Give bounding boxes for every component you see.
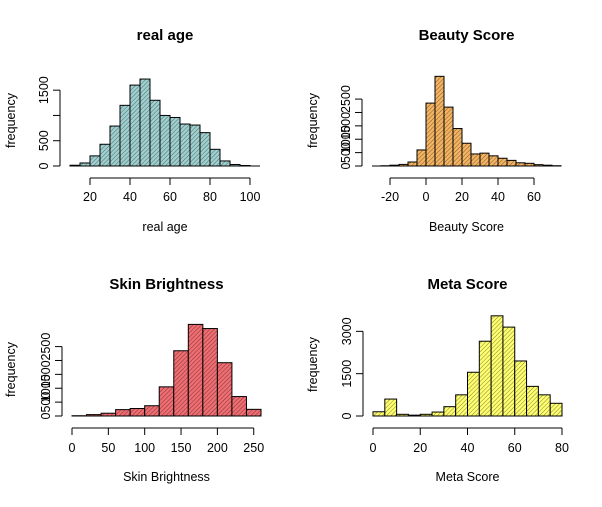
x-tick-label: -20 bbox=[381, 190, 399, 204]
y-tick-label: 500 bbox=[37, 130, 51, 151]
x-tick-label: 60 bbox=[508, 441, 522, 455]
x-tick-label: 100 bbox=[134, 441, 155, 455]
histogram-bar-outline bbox=[444, 107, 453, 166]
x-axis-label: Beauty Score bbox=[429, 220, 504, 234]
chart-title: Meta Score bbox=[427, 276, 507, 293]
x-tick-label: 200 bbox=[207, 441, 228, 455]
histogram-bar-outline bbox=[100, 144, 110, 166]
histogram-bar-outline bbox=[432, 412, 444, 416]
x-tick-label: 0 bbox=[69, 441, 76, 455]
chart-title: Beauty Score bbox=[419, 27, 515, 44]
histogram-bar-outline bbox=[550, 403, 562, 416]
x-axis-label: Meta Score bbox=[436, 470, 500, 484]
histogram-bar-outline bbox=[471, 154, 480, 166]
x-tick-label: 20 bbox=[413, 441, 427, 455]
histogram-bar-outline bbox=[180, 124, 190, 166]
histogram-bar-outline bbox=[174, 351, 189, 416]
y-axis-label: frequency bbox=[306, 336, 320, 392]
histogram-panel: real age 20 40 60 80 100 0 500 1500 real age frequ… bbox=[4, 27, 260, 234]
histogram-bar-outline bbox=[170, 117, 180, 166]
y-tick-label: 1500 bbox=[39, 360, 53, 388]
y-tick-label: 0 bbox=[37, 162, 51, 169]
histogram-bar-outline bbox=[220, 161, 230, 166]
histogram-bar-outline bbox=[468, 372, 480, 416]
x-tick-label: 100 bbox=[240, 190, 261, 204]
histogram-bar-outline bbox=[385, 399, 397, 416]
histogram-bar-outline bbox=[246, 409, 261, 416]
histogram-bar-outline bbox=[217, 363, 232, 416]
y-tick-label: 3000 bbox=[340, 317, 354, 345]
histogram-bar-outline bbox=[373, 412, 385, 416]
histogram-bar-outline bbox=[503, 327, 515, 416]
x-tick-label: 20 bbox=[455, 190, 469, 204]
y-tick-label: 2500 bbox=[339, 85, 353, 113]
histogram-bar-outline bbox=[507, 160, 516, 166]
histogram-bar-outline bbox=[489, 156, 498, 166]
histogram-bar-outline bbox=[188, 324, 203, 416]
x-axis-label: Skin Brightness bbox=[123, 470, 210, 484]
y-axis-label: frequency bbox=[4, 92, 18, 148]
x-tick-label: 50 bbox=[101, 441, 115, 455]
histogram-bar-outline bbox=[130, 85, 140, 166]
histogram-bar-outline bbox=[515, 361, 527, 416]
histogram-bar-outline bbox=[120, 105, 130, 166]
histogram-bar-outline bbox=[90, 156, 100, 166]
x-tick-label: 0 bbox=[370, 441, 377, 455]
y-axis-label: frequency bbox=[4, 341, 18, 397]
histogram-bar-outline bbox=[444, 407, 456, 416]
y-tick-label: 1500 bbox=[37, 76, 51, 104]
histogram-bar-outline bbox=[145, 406, 160, 416]
histogram-bar-outline bbox=[480, 153, 489, 166]
histogram-bar-outline bbox=[498, 158, 507, 166]
chart-title: real age bbox=[137, 27, 194, 44]
histogram-bar-outline bbox=[190, 125, 200, 166]
x-tick-label: 250 bbox=[243, 441, 264, 455]
x-tick-label: 80 bbox=[555, 441, 569, 455]
chart-title: Skin Brightness bbox=[109, 276, 223, 293]
histogram-bar-outline bbox=[210, 149, 220, 166]
histogram-bar-outline bbox=[150, 100, 160, 166]
histogram-bar-outline bbox=[453, 129, 462, 166]
histogram-bar-outline bbox=[130, 409, 145, 416]
histogram-bar-outline bbox=[110, 126, 120, 166]
histogram-panel: Meta Score 0 20 40 60 80 0 1500 3000 Meta Score fr… bbox=[306, 276, 569, 484]
histogram-bar-outline bbox=[203, 329, 218, 416]
histogram-bar-outline bbox=[462, 143, 471, 166]
y-axis-label: frequency bbox=[306, 92, 320, 148]
x-tick-label: 80 bbox=[203, 190, 217, 204]
histogram-bar-outline bbox=[456, 395, 468, 416]
histogram-bar-outline bbox=[159, 387, 174, 416]
histogram-bar-outline bbox=[232, 397, 247, 416]
histogram-bar-outline bbox=[417, 150, 426, 166]
x-axis-label: real age bbox=[142, 220, 187, 234]
y-tick-label: 2500 bbox=[39, 333, 53, 361]
histogram-bar-outline bbox=[426, 103, 435, 166]
y-tick-label: 1500 bbox=[340, 360, 354, 388]
x-tick-label: 40 bbox=[461, 441, 475, 455]
x-tick-label: 150 bbox=[171, 441, 192, 455]
histogram-bar-outline bbox=[435, 76, 444, 166]
histogram-bar-outline bbox=[491, 316, 503, 416]
x-tick-label: 40 bbox=[491, 190, 505, 204]
x-tick-label: 0 bbox=[423, 190, 430, 204]
x-tick-label: 20 bbox=[83, 190, 97, 204]
x-tick-label: 60 bbox=[163, 190, 177, 204]
x-tick-label: 60 bbox=[527, 190, 541, 204]
histogram-bar-outline bbox=[200, 133, 210, 166]
histogram-bar-outline bbox=[140, 79, 150, 166]
histogram-bar-outline bbox=[527, 386, 539, 416]
histogram-bar-outline bbox=[408, 162, 417, 166]
x-tick-label: 40 bbox=[123, 190, 137, 204]
y-tick-label: 0 bbox=[340, 412, 354, 419]
histogram-bar-outline bbox=[538, 395, 550, 416]
histogram-bar-outline bbox=[116, 410, 131, 416]
y-tick-label: 1500 bbox=[339, 112, 353, 140]
histogram-bar-outline bbox=[479, 341, 491, 416]
histogram-bar-outline bbox=[160, 115, 170, 166]
